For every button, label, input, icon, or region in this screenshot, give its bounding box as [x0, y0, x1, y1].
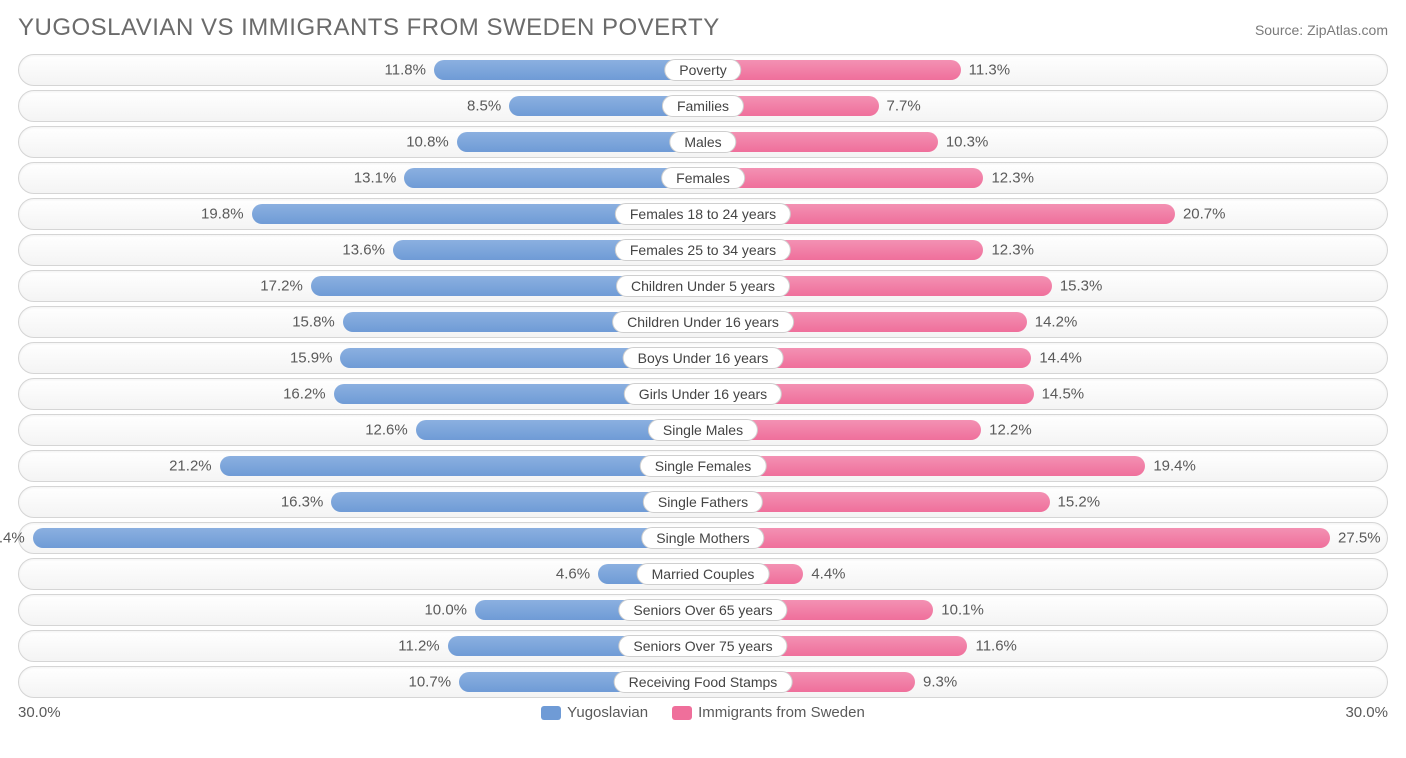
- chart-row: 12.6% 12.2% Single Males: [18, 414, 1388, 446]
- chart-rows: 11.8%11.3%Poverty8.5%7.7%Families10.8%10…: [18, 54, 1388, 698]
- value-left: 29.4%: [0, 530, 25, 547]
- category-pill: Seniors Over 75 years: [618, 635, 787, 657]
- chart-row: 13.1% 12.3% Females: [18, 162, 1388, 194]
- chart-row: 15.9% 14.4% Boys Under 16 years: [18, 342, 1388, 374]
- value-right: 14.2%: [1035, 314, 1078, 331]
- bar-right: [703, 132, 938, 152]
- chart-row: 11.8% 11.3% Poverty: [18, 54, 1388, 86]
- value-right: 27.5%: [1338, 530, 1381, 547]
- chart-row: 16.3% 15.2% Single Fathers: [18, 486, 1388, 518]
- category-pill: Females 18 to 24 years: [615, 203, 791, 225]
- value-left: 21.2%: [169, 458, 212, 475]
- chart-title: YUGOSLAVIAN VS IMMIGRANTS FROM SWEDEN PO…: [18, 14, 720, 42]
- category-pill: Single Males: [648, 419, 758, 441]
- value-right: 15.2%: [1058, 494, 1101, 511]
- value-right: 10.1%: [941, 602, 984, 619]
- axis-max-right: 30.0%: [1345, 704, 1388, 721]
- value-left: 10.7%: [409, 674, 452, 691]
- bar-left: [220, 456, 703, 476]
- value-left: 15.8%: [292, 314, 335, 331]
- chart-footer: 30.0% Yugoslavian Immigrants from Sweden…: [18, 704, 1388, 721]
- value-right: 20.7%: [1183, 206, 1226, 223]
- axis-max-left: 30.0%: [18, 704, 61, 721]
- bar-left: [434, 60, 703, 80]
- chart-row: 10.0% 10.1% Seniors Over 65 years: [18, 594, 1388, 626]
- value-right: 14.4%: [1039, 350, 1082, 367]
- chart-row: 29.4%27.5%Single Mothers: [18, 522, 1388, 554]
- value-left: 19.8%: [201, 206, 244, 223]
- value-left: 15.9%: [290, 350, 333, 367]
- chart-row: 4.6% 4.4% Married Couples: [18, 558, 1388, 590]
- chart-row: 19.8% 20.7% Females 18 to 24 years: [18, 198, 1388, 230]
- value-left: 17.2%: [260, 278, 303, 295]
- category-pill: Single Females: [640, 455, 767, 477]
- legend-label-left: Yugoslavian: [567, 704, 648, 721]
- legend-swatch-right: [672, 706, 692, 720]
- value-right: 12.3%: [991, 170, 1034, 187]
- category-pill: Married Couples: [637, 563, 770, 585]
- legend-label-right: Immigrants from Sweden: [698, 704, 865, 721]
- chart-row: 10.8% 10.3% Males: [18, 126, 1388, 158]
- bar-left: [33, 528, 703, 548]
- chart-row: 10.7% 9.3% Receiving Food Stamps: [18, 666, 1388, 698]
- legend-swatch-left: [541, 706, 561, 720]
- value-right: 12.2%: [989, 422, 1032, 439]
- value-left: 10.8%: [406, 134, 449, 151]
- legend-item-right: Immigrants from Sweden: [672, 704, 865, 721]
- value-left: 11.8%: [385, 62, 426, 79]
- category-pill: Poverty: [664, 59, 741, 81]
- chart-row: 16.2% 14.5% Girls Under 16 years: [18, 378, 1388, 410]
- category-pill: Boys Under 16 years: [623, 347, 784, 369]
- value-right: 9.3%: [923, 674, 957, 691]
- chart-source: Source: ZipAtlas.com: [1255, 22, 1388, 38]
- bar-left: [404, 168, 703, 188]
- value-right: 19.4%: [1153, 458, 1196, 475]
- bar-right: [703, 528, 1330, 548]
- value-left: 16.2%: [283, 386, 326, 403]
- chart-row: 13.6% 12.3% Females 25 to 34 years: [18, 234, 1388, 266]
- chart-row: 21.2% 19.4% Single Females: [18, 450, 1388, 482]
- legend-item-left: Yugoslavian: [541, 704, 648, 721]
- chart-header: YUGOSLAVIAN VS IMMIGRANTS FROM SWEDEN PO…: [18, 14, 1388, 42]
- bar-left: [457, 132, 703, 152]
- category-pill: Females: [661, 167, 745, 189]
- category-pill: Seniors Over 65 years: [618, 599, 787, 621]
- category-pill: Single Mothers: [641, 527, 764, 549]
- legend: Yugoslavian Immigrants from Sweden: [541, 704, 865, 721]
- value-left: 13.6%: [342, 242, 385, 259]
- category-pill: Girls Under 16 years: [624, 383, 782, 405]
- category-pill: Children Under 16 years: [612, 311, 794, 333]
- bar-right: [703, 168, 983, 188]
- value-left: 4.6%: [556, 566, 590, 583]
- value-left: 16.3%: [281, 494, 324, 511]
- chart-container: YUGOSLAVIAN VS IMMIGRANTS FROM SWEDEN PO…: [0, 0, 1406, 731]
- chart-row: 17.2% 15.3% Children Under 5 years: [18, 270, 1388, 302]
- value-right: 11.6%: [975, 638, 1016, 655]
- value-right: 11.3%: [969, 62, 1010, 79]
- bar-right: [703, 60, 961, 80]
- value-right: 12.3%: [991, 242, 1034, 259]
- chart-row: 11.2% 11.6% Seniors Over 75 years: [18, 630, 1388, 662]
- value-right: 15.3%: [1060, 278, 1103, 295]
- value-left: 12.6%: [365, 422, 408, 439]
- value-left: 10.0%: [424, 602, 467, 619]
- value-left: 11.2%: [398, 638, 439, 655]
- value-left: 13.1%: [354, 170, 397, 187]
- value-left: 8.5%: [467, 98, 501, 115]
- value-right: 4.4%: [811, 566, 845, 583]
- category-pill: Families: [662, 95, 744, 117]
- category-pill: Children Under 5 years: [616, 275, 790, 297]
- value-right: 7.7%: [887, 98, 921, 115]
- bar-right: [703, 456, 1145, 476]
- value-right: 10.3%: [946, 134, 989, 151]
- category-pill: Males: [669, 131, 736, 153]
- value-right: 14.5%: [1042, 386, 1085, 403]
- category-pill: Single Fathers: [643, 491, 763, 513]
- chart-row: 8.5% 7.7% Families: [18, 90, 1388, 122]
- category-pill: Females 25 to 34 years: [615, 239, 791, 261]
- chart-row: 15.8% 14.2% Children Under 16 years: [18, 306, 1388, 338]
- category-pill: Receiving Food Stamps: [614, 671, 793, 693]
